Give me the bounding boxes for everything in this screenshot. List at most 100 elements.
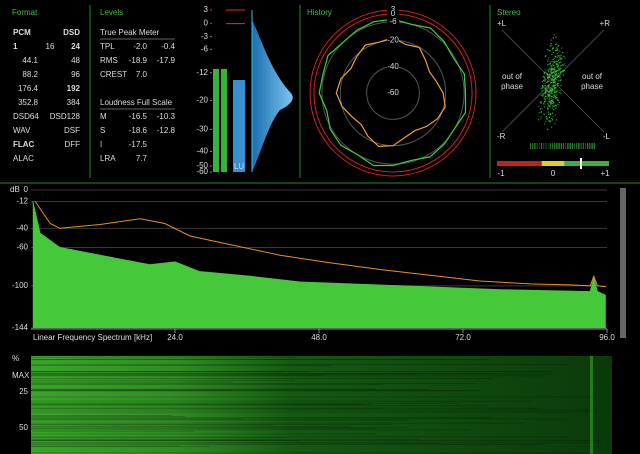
row-value: -17.9 (157, 56, 176, 65)
cloud-dot (560, 54, 562, 56)
cloud-dot (550, 79, 552, 81)
cloud-dot (538, 119, 540, 121)
spectrogram-streak (31, 444, 543, 445)
phase-tick (589, 143, 591, 149)
phase-tick (536, 143, 538, 149)
y-tick-label: -144 (12, 323, 29, 332)
y-tick-label: -60 (16, 243, 28, 252)
cloud-dot (542, 86, 544, 88)
cloud-dot (550, 74, 552, 76)
cloud-dot (557, 65, 559, 67)
cloud-dot (546, 90, 548, 92)
cloud-dot (557, 65, 559, 67)
cloud-dot (559, 76, 561, 78)
cloud-dot (550, 97, 552, 99)
y-tick-label: -100 (12, 281, 29, 290)
cloud-dot (553, 74, 555, 77)
cloud-dot (560, 92, 562, 94)
cloud-dot (560, 67, 562, 69)
cloud-dot (555, 60, 557, 63)
history-line (335, 37, 446, 148)
cloud-dot (554, 86, 556, 89)
cloud-dot (547, 59, 549, 61)
cloud-dot (559, 71, 561, 73)
cloud-dot (549, 76, 551, 78)
cloud-dot (557, 70, 559, 72)
cloud-dot (549, 95, 551, 97)
cloud-dot (549, 102, 551, 104)
cloud-dot (551, 72, 553, 74)
cloud-dot (546, 97, 548, 99)
row-value: -0.4 (161, 42, 175, 51)
cloud-dot (550, 100, 552, 102)
row-label: LRA (100, 154, 116, 163)
cloud-dot (557, 84, 559, 86)
cloud-dot (552, 78, 555, 80)
meter-bar (213, 68, 219, 172)
format-item: 88.2 (22, 70, 38, 79)
cloud-dot (553, 68, 555, 70)
phase-tick (558, 143, 560, 149)
stereo-cloud (538, 34, 567, 130)
cloud-dot (551, 79, 553, 81)
phase-tick (554, 143, 556, 149)
spectrogram-streak (31, 359, 490, 361)
cloud-dot (551, 92, 553, 95)
cloud-dot (559, 55, 561, 57)
scrollbar[interactable] (620, 188, 626, 338)
meter-tick-label: -40 (196, 147, 208, 156)
row-value: -18.6 (129, 126, 148, 135)
cloud-dot (557, 59, 560, 61)
cloud-dot (547, 60, 549, 62)
cloud-dot (548, 50, 550, 52)
cloud-dot (549, 85, 551, 87)
cloud-dot (552, 48, 554, 51)
cloud-dot (553, 61, 555, 63)
cloud-dot (554, 105, 556, 107)
spectrogram-streak (31, 445, 181, 447)
phase-tick (593, 143, 595, 149)
cloud-dot (547, 80, 549, 82)
cloud-dot (540, 101, 542, 103)
cloud-dot (550, 66, 552, 68)
phase-tick (578, 143, 580, 149)
cloud-dot (549, 74, 552, 76)
cloud-dot (547, 85, 549, 87)
cloud-dot (538, 105, 540, 107)
cloud-dot (547, 87, 549, 89)
cloud-dot (558, 101, 560, 103)
frame (0, 5, 640, 184)
cloud-dot (548, 97, 550, 99)
table-title: True Peak Meter (100, 28, 160, 37)
cloud-dot (542, 93, 544, 95)
spectrogram-streak (31, 422, 525, 424)
cloud-dot (543, 102, 545, 104)
spectrogram-streak (31, 403, 372, 405)
spectrogram-streak (31, 400, 533, 402)
cloud-dot (556, 63, 558, 65)
cloud-dot (558, 62, 560, 64)
cloud-dot (562, 52, 564, 54)
cloud-dot (555, 47, 557, 49)
cloud-dot (556, 97, 558, 99)
phase-tick (530, 143, 531, 149)
stereo-note: out of (582, 72, 603, 81)
cloud-dot (550, 45, 552, 47)
phase-tick (569, 143, 571, 149)
cloud-dot (553, 95, 555, 97)
cloud-dot (549, 106, 551, 108)
cloud-dot (547, 76, 549, 79)
cloud-dot (545, 85, 547, 87)
cloud-dot (554, 88, 556, 90)
spectrogram-streak (31, 381, 234, 383)
cloud-dot (551, 96, 553, 98)
meter-tick-label: -12 (196, 68, 208, 77)
spectrogram-streak (31, 388, 376, 390)
cloud-dot (553, 76, 555, 78)
cloud-dot (556, 48, 558, 50)
corr-bar (497, 161, 542, 166)
cloud-dot (550, 64, 552, 66)
cloud-dot (558, 72, 560, 74)
corr-tick-label: -1 (497, 169, 505, 178)
phase-tick (585, 143, 586, 149)
